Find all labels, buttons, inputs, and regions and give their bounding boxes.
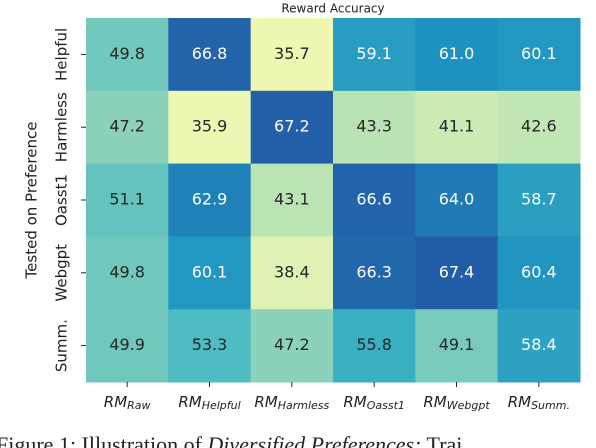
- y-tick-label: Webgpt: [53, 244, 71, 302]
- heatmap-cell: [168, 18, 252, 92]
- y-tick-label: Helpful: [53, 28, 71, 81]
- heatmap-cell: [168, 163, 252, 237]
- heatmap-cell: [250, 309, 334, 383]
- cell-value-label: 66.8: [192, 44, 228, 63]
- cell-value-label: 53.3: [192, 335, 228, 354]
- x-tick-label-sub: Webgpt: [447, 399, 491, 412]
- heatmap-cell: [333, 18, 416, 92]
- heatmap-cell: [415, 163, 499, 237]
- cell-value-label: 66.3: [356, 262, 392, 281]
- x-tick-label-sub: Helpful: [202, 399, 241, 412]
- x-tick-label-sub: Summ.: [531, 399, 570, 412]
- x-tick-label-base: RM: [104, 393, 127, 411]
- heatmap-cell: [86, 18, 169, 92]
- x-tick-label-sub: Raw: [127, 399, 150, 412]
- cell-value-label: 66.6: [356, 190, 392, 209]
- heatmap-cell: [250, 163, 334, 237]
- heatmap-cell: [497, 309, 581, 383]
- cell-value-label: 49.8: [109, 44, 145, 63]
- cell-value-label: 47.2: [109, 117, 145, 136]
- heatmap-cell: [86, 236, 169, 310]
- chart-title: Reward Accuracy: [281, 2, 384, 16]
- x-tick-label: RMWebgpt: [423, 393, 490, 413]
- cell-value-label: 60.1: [192, 262, 228, 281]
- caption: Figure 1: Illustration of Diversified Pr…: [0, 432, 462, 448]
- heatmap-cell: [250, 90, 334, 165]
- x-tick-label-base: RM: [423, 393, 446, 411]
- heatmap-cell: [168, 90, 252, 165]
- caption-text: Figure 1: Illustration of: [0, 432, 203, 448]
- heatmap-cell: [497, 163, 581, 237]
- caption-emphasis: Diversified Preferences:: [206, 432, 421, 448]
- cell-value-label: 49.9: [109, 335, 145, 354]
- x-tick-label: RMHarmless: [254, 393, 329, 413]
- heatmap-cell: [86, 163, 169, 237]
- x-tick-label-sub: Harmless: [278, 399, 330, 412]
- cell-value-label: 58.4: [521, 335, 557, 354]
- cell-value-label: 67.4: [439, 262, 475, 281]
- cell-value-label: 61.0: [439, 44, 475, 63]
- heatmap-cell: [415, 90, 499, 165]
- cell-value-label: 41.1: [439, 117, 475, 136]
- y-tick-label: Oasst1: [53, 174, 71, 226]
- x-tick-label-base: RM: [254, 393, 277, 411]
- heatmap-cell: [333, 309, 416, 383]
- cell-value-label: 58.7: [521, 190, 557, 209]
- cell-value-label: 42.6: [521, 117, 557, 136]
- heatmap-cell: [168, 236, 252, 310]
- x-tick-label-base: RM: [178, 393, 201, 411]
- x-tick-label-sub: Oasst1: [367, 399, 405, 412]
- x-tick-label: RMRaw: [104, 393, 151, 413]
- cell-value-label: 35.7: [274, 44, 310, 63]
- heatmap-cell: [497, 18, 581, 92]
- caption-text: Trai: [427, 432, 463, 448]
- cell-value-label: 51.1: [109, 190, 145, 209]
- x-tick-label: RMSumm.: [508, 393, 570, 413]
- cell-value-label: 67.2: [274, 117, 310, 136]
- cell-value-label: 60.1: [521, 44, 557, 63]
- heatmap-cell: [415, 18, 499, 92]
- x-tick-label-base: RM: [343, 393, 366, 411]
- y-tick-label: Harmless: [53, 92, 71, 162]
- heatmap-cell: [86, 309, 169, 383]
- heatmap-cell: [415, 236, 499, 310]
- cell-value-label: 59.1: [356, 44, 392, 63]
- cell-value-label: 43.3: [356, 117, 392, 136]
- cell-value-label: 38.4: [274, 262, 310, 281]
- cell-value-label: 49.1: [439, 335, 475, 354]
- heatmap-cell: [333, 163, 416, 237]
- x-tick-label: RMHelpful: [178, 393, 240, 413]
- heatmap-cell: [250, 236, 334, 310]
- heatmap-cell: [333, 90, 416, 165]
- cell-value-label: 47.2: [274, 335, 310, 354]
- heatmap-cell: [86, 90, 169, 165]
- cell-value-label: 43.1: [274, 190, 310, 209]
- cell-value-label: 35.9: [192, 117, 228, 136]
- heatmap-cell: [250, 18, 334, 92]
- cell-value-label: 64.0: [439, 190, 475, 209]
- y-axis-label: Tested on Preference: [23, 122, 41, 280]
- heatmap-cell: [333, 236, 416, 310]
- x-tick-label: RMOasst1: [343, 393, 405, 413]
- heatmap-cell: [497, 236, 581, 310]
- heatmap-cell: [415, 309, 499, 383]
- y-tick-label: Summ.: [53, 319, 71, 372]
- cell-value-label: 60.4: [521, 262, 557, 281]
- heatmap-cell: [168, 309, 252, 383]
- cell-value-label: 62.9: [192, 190, 228, 209]
- heatmap-cell: [497, 90, 581, 165]
- cell-value-label: 49.8: [109, 262, 145, 281]
- x-tick-label-base: RM: [508, 393, 531, 411]
- cell-value-label: 55.8: [356, 335, 392, 354]
